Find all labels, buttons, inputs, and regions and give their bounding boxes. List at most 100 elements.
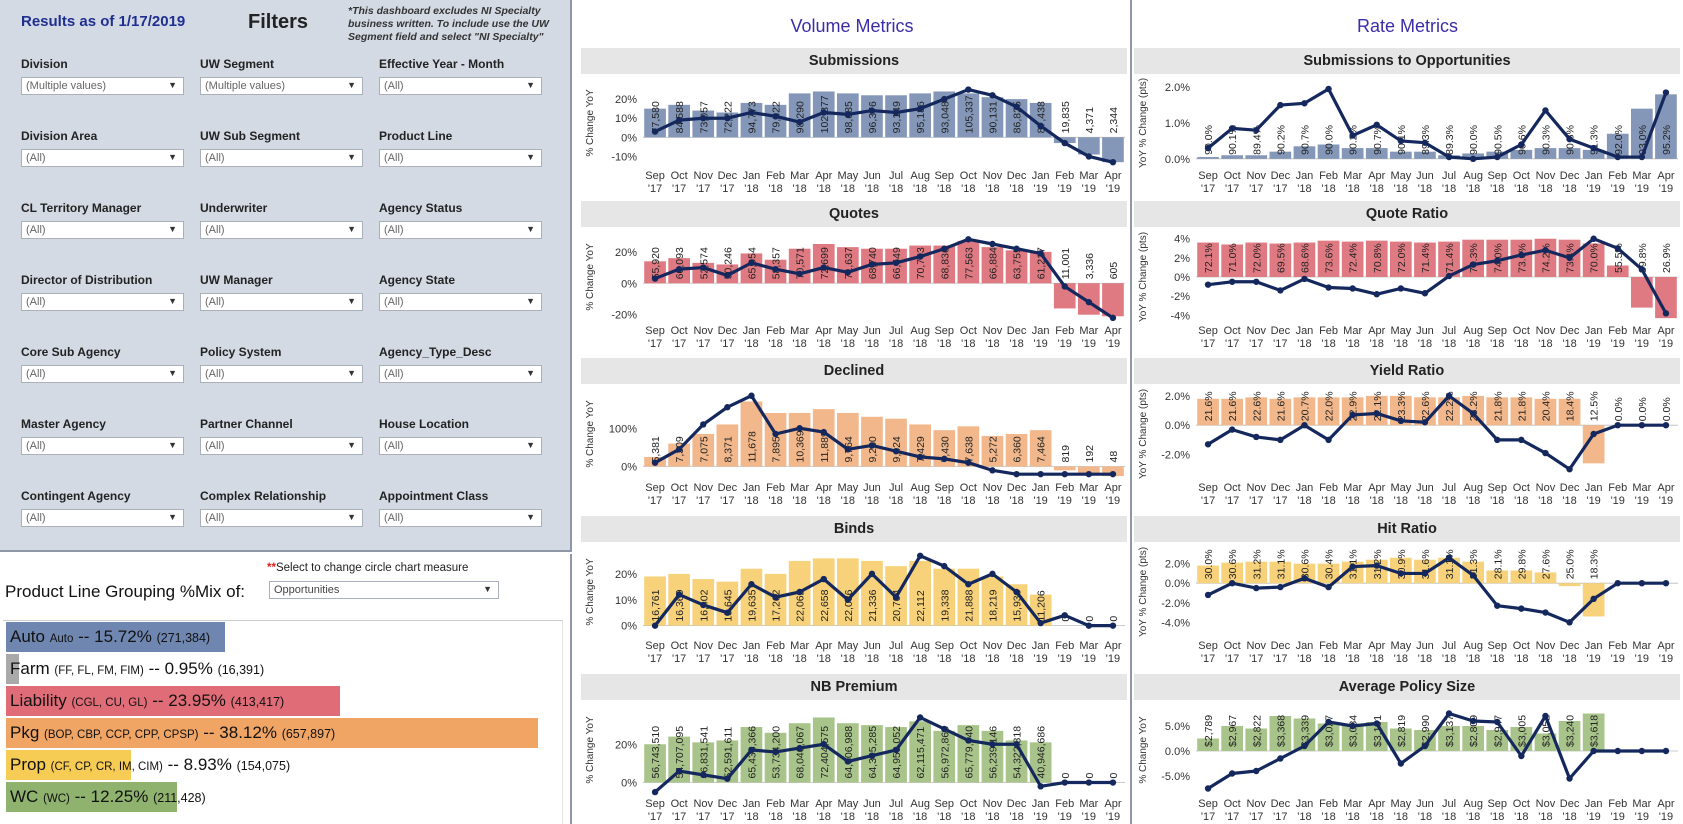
trend-point[interactable] xyxy=(675,591,683,598)
bar[interactable] xyxy=(1078,466,1100,475)
bar[interactable] xyxy=(1221,244,1243,277)
trend-point[interactable] xyxy=(1325,284,1332,291)
bar[interactable] xyxy=(764,732,787,783)
trend-point[interactable] xyxy=(1445,272,1453,280)
bar[interactable] xyxy=(1197,398,1219,426)
trend-point[interactable] xyxy=(868,442,876,449)
trend-point[interactable] xyxy=(700,115,707,122)
trend-point[interactable] xyxy=(1301,742,1308,750)
bar[interactable] xyxy=(1269,561,1292,584)
trend-point[interactable] xyxy=(1614,747,1621,755)
trend-point[interactable] xyxy=(1518,141,1525,148)
bar[interactable] xyxy=(1534,238,1557,277)
filter-dropdown[interactable]: (All) ▼ xyxy=(200,149,363,167)
bar[interactable] xyxy=(1631,277,1653,308)
trend-point[interactable] xyxy=(1566,775,1573,782)
trend-point[interactable] xyxy=(1469,717,1477,725)
bar[interactable] xyxy=(909,560,931,626)
trend-point[interactable] xyxy=(651,275,659,282)
trend-point[interactable] xyxy=(941,725,948,733)
trend-point[interactable] xyxy=(1518,251,1525,259)
bar[interactable] xyxy=(716,424,739,467)
trend-point[interactable] xyxy=(989,570,996,578)
bar[interactable] xyxy=(1005,99,1028,138)
trend-point[interactable] xyxy=(796,588,803,596)
trend-point[interactable] xyxy=(941,455,948,463)
bar[interactable] xyxy=(1317,240,1340,277)
trend-point[interactable] xyxy=(1109,622,1117,629)
bar[interactable] xyxy=(1197,738,1219,752)
trend-point[interactable] xyxy=(1061,779,1068,786)
bar[interactable] xyxy=(1582,243,1605,277)
filter-dropdown[interactable]: (All) ▼ xyxy=(200,221,363,239)
trend-point[interactable] xyxy=(1494,153,1501,161)
trend-point[interactable] xyxy=(1349,563,1356,570)
bar[interactable] xyxy=(933,245,956,284)
bar[interactable] xyxy=(957,426,980,467)
bar[interactable] xyxy=(1510,149,1533,159)
trend-point[interactable] xyxy=(820,264,827,271)
bar[interactable] xyxy=(1606,265,1629,277)
trend-point[interactable] xyxy=(1013,588,1020,596)
trend-point[interactable] xyxy=(820,109,827,116)
bar[interactable] xyxy=(1269,243,1292,277)
trend-point[interactable] xyxy=(1518,605,1525,612)
trend-point[interactable] xyxy=(796,425,803,432)
bar[interactable] xyxy=(981,576,1004,626)
trend-point[interactable] xyxy=(1253,126,1260,134)
bar[interactable] xyxy=(740,568,763,626)
bar[interactable] xyxy=(1197,242,1219,277)
filter-dropdown[interactable]: (All) ▼ xyxy=(21,221,184,239)
bar[interactable] xyxy=(981,97,1004,138)
trend-point[interactable] xyxy=(1204,785,1212,792)
trend-point[interactable] xyxy=(892,593,900,601)
bar[interactable] xyxy=(1245,155,1268,159)
trend-point[interactable] xyxy=(675,767,683,775)
trend-point[interactable] xyxy=(651,459,659,466)
trend-point[interactable] xyxy=(1638,747,1646,755)
bar[interactable] xyxy=(812,244,835,284)
trend-point[interactable] xyxy=(989,240,996,248)
filter-dropdown[interactable]: (All) ▼ xyxy=(200,509,363,527)
filter-dropdown[interactable]: (Multiple values) ▼ xyxy=(200,77,363,95)
bar[interactable] xyxy=(1005,434,1028,467)
trend-point[interactable] xyxy=(1494,436,1501,444)
trend-point[interactable] xyxy=(1614,245,1621,252)
trend-point[interactable] xyxy=(772,430,779,438)
trend-point[interactable] xyxy=(820,428,827,436)
trend-point[interactable] xyxy=(1325,85,1332,93)
trend-point[interactable] xyxy=(1373,291,1380,298)
bar[interactable] xyxy=(1317,723,1340,752)
trend-point[interactable] xyxy=(1109,314,1117,322)
trend-point[interactable] xyxy=(1228,580,1236,587)
trend-point[interactable] xyxy=(1085,470,1093,478)
trend-point[interactable] xyxy=(844,446,852,453)
trend-point[interactable] xyxy=(1566,135,1573,143)
trend-point[interactable] xyxy=(651,788,659,796)
bar[interactable] xyxy=(885,418,907,467)
trend-point[interactable] xyxy=(1638,580,1646,587)
bar[interactable] xyxy=(1365,240,1388,277)
trend-point[interactable] xyxy=(748,259,755,267)
bar[interactable] xyxy=(1510,397,1533,426)
bar[interactable] xyxy=(1606,133,1629,159)
filter-dropdown[interactable]: (All) ▼ xyxy=(21,437,184,455)
bar[interactable] xyxy=(1414,151,1436,159)
bar[interactable] xyxy=(1414,242,1436,277)
trend-point[interactable] xyxy=(1373,121,1380,128)
trend-point[interactable] xyxy=(1085,153,1093,160)
bar[interactable] xyxy=(1078,137,1100,155)
trend-point[interactable] xyxy=(1253,584,1260,592)
bar[interactable] xyxy=(716,581,739,626)
trend-point[interactable] xyxy=(700,771,707,779)
trend-point[interactable] xyxy=(1037,122,1044,130)
trend-point[interactable] xyxy=(796,744,803,752)
trend-point[interactable] xyxy=(1061,283,1068,290)
trend-point[interactable] xyxy=(1590,430,1597,438)
bar[interactable] xyxy=(1534,148,1557,159)
filter-dropdown[interactable]: (All) ▼ xyxy=(200,365,363,383)
trend-point[interactable] xyxy=(1566,619,1573,626)
bar[interactable] xyxy=(1558,148,1581,159)
trend-point[interactable] xyxy=(1204,144,1212,152)
trend-point[interactable] xyxy=(1445,710,1453,717)
